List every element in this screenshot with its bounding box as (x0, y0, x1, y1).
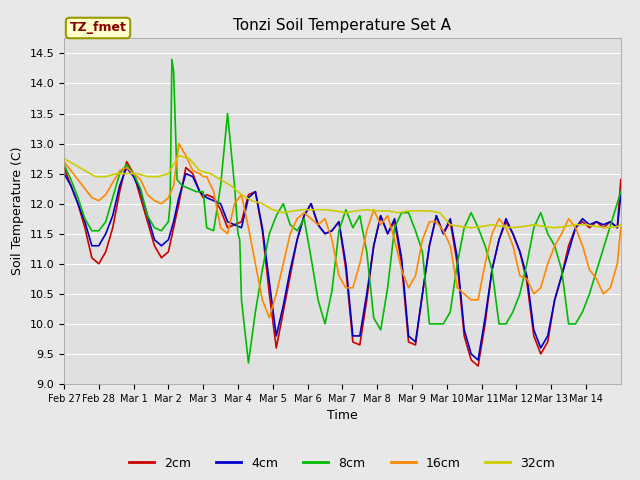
Legend: 2cm, 4cm, 8cm, 16cm, 32cm: 2cm, 4cm, 8cm, 16cm, 32cm (124, 452, 561, 475)
Y-axis label: Soil Temperature (C): Soil Temperature (C) (11, 147, 24, 276)
Title: Tonzi Soil Temperature Set A: Tonzi Soil Temperature Set A (234, 18, 451, 33)
X-axis label: Time: Time (327, 409, 358, 422)
Text: TZ_fmet: TZ_fmet (70, 22, 127, 35)
